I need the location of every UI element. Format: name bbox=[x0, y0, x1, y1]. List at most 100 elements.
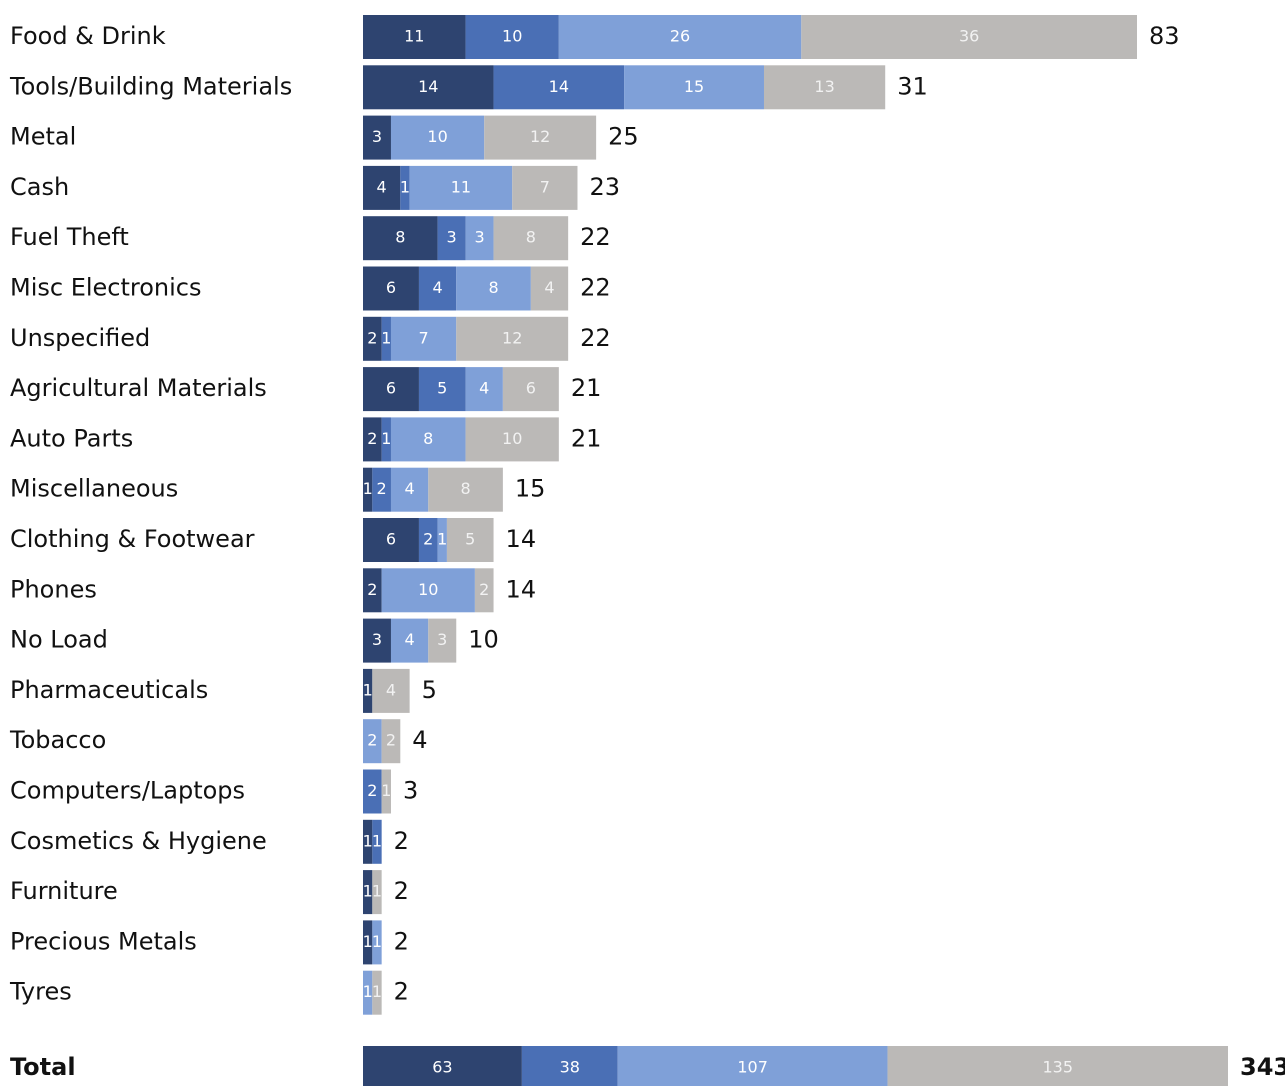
segment-label: 10 bbox=[427, 127, 447, 146]
bar-segment bbox=[428, 467, 503, 512]
segment-label: 15 bbox=[684, 77, 704, 96]
segment-label: 7 bbox=[540, 177, 550, 196]
bar-segment bbox=[363, 719, 382, 764]
segment-label: 4 bbox=[544, 278, 554, 297]
segment-label: 1 bbox=[372, 982, 382, 1001]
segment-label: 1 bbox=[372, 882, 382, 901]
segment-label: 1 bbox=[381, 328, 391, 347]
total-value: 2 bbox=[394, 927, 409, 955]
segment-label: 1 bbox=[372, 932, 382, 951]
bar-segment bbox=[887, 1046, 1228, 1086]
category-label: Agricultural Materials bbox=[10, 374, 267, 402]
bar-segment bbox=[381, 568, 475, 613]
segment-label: 3 bbox=[437, 630, 447, 649]
category-label: Misc Electronics bbox=[10, 274, 202, 302]
segment-label: 5 bbox=[465, 530, 475, 549]
bar-segment bbox=[363, 316, 382, 361]
segment-label: 6 bbox=[386, 530, 396, 549]
total-value: 10 bbox=[468, 626, 499, 654]
bar-segment bbox=[372, 819, 382, 864]
total-value: 4 bbox=[412, 726, 427, 754]
bar-segment bbox=[363, 970, 373, 1015]
bar-segment bbox=[474, 568, 494, 613]
category-label: Clothing & Footwear bbox=[10, 525, 255, 553]
total-value: 21 bbox=[571, 374, 602, 402]
bar-segment bbox=[456, 316, 569, 361]
total-label: Total bbox=[10, 1053, 76, 1081]
bar-segment bbox=[456, 266, 531, 311]
bar-segment bbox=[617, 1046, 888, 1086]
segment-label: 135 bbox=[1043, 1058, 1074, 1077]
total-value: 23 bbox=[589, 173, 620, 201]
bar-segment bbox=[363, 216, 438, 261]
segment-label: 5 bbox=[437, 379, 447, 398]
segment-label: 6 bbox=[386, 379, 396, 398]
bar-segment bbox=[372, 467, 391, 512]
segment-label: 2 bbox=[367, 580, 377, 599]
segment-label: 4 bbox=[479, 379, 489, 398]
segment-label: 1 bbox=[363, 982, 373, 1001]
bar-segment bbox=[372, 870, 382, 915]
total-value: 2 bbox=[394, 978, 409, 1006]
category-label: Miscellaneous bbox=[10, 475, 178, 503]
segment-label: 8 bbox=[488, 278, 498, 297]
category-label: No Load bbox=[10, 626, 108, 654]
bar-segment bbox=[363, 417, 382, 462]
total-value: 343 bbox=[1240, 1053, 1285, 1081]
total-value: 2 bbox=[394, 877, 409, 905]
segment-label: 1 bbox=[363, 479, 373, 498]
segment-label: 12 bbox=[502, 328, 522, 347]
total-value: 14 bbox=[506, 525, 537, 553]
segment-label: 8 bbox=[423, 429, 433, 448]
segment-label: 1 bbox=[437, 530, 447, 549]
category-label: Computers/Laptops bbox=[10, 777, 245, 805]
category-label: Tobacco bbox=[9, 726, 106, 754]
bar-segment bbox=[465, 15, 559, 59]
bar-segment bbox=[400, 165, 410, 210]
segment-label: 2 bbox=[367, 731, 377, 750]
segment-label: 2 bbox=[367, 429, 377, 448]
bar-segment bbox=[521, 1046, 618, 1086]
bar-segment bbox=[437, 518, 447, 562]
total-value: 14 bbox=[506, 575, 537, 603]
bar-segment bbox=[363, 769, 382, 814]
bar-segment bbox=[363, 115, 391, 160]
bar-segment bbox=[363, 367, 419, 412]
bar-segment bbox=[363, 165, 401, 210]
segment-label: 10 bbox=[418, 580, 438, 599]
bar-segment bbox=[363, 65, 494, 110]
bar-segment bbox=[465, 417, 559, 462]
category-label: Cash bbox=[10, 173, 69, 201]
bar-segment bbox=[763, 65, 886, 110]
total-value: 31 bbox=[897, 72, 928, 100]
bar-segment bbox=[446, 518, 494, 562]
segment-label: 2 bbox=[423, 530, 433, 549]
segment-label: 11 bbox=[451, 177, 471, 196]
segment-label: 4 bbox=[405, 479, 415, 498]
bar-segment bbox=[437, 216, 466, 261]
segment-label: 2 bbox=[367, 781, 377, 800]
category-label: Tyres bbox=[9, 978, 72, 1006]
bar-segment bbox=[801, 15, 1137, 59]
segment-label: 10 bbox=[502, 429, 522, 448]
bar-segment bbox=[363, 266, 419, 311]
total-value: 83 bbox=[1149, 22, 1180, 50]
bar-segment bbox=[363, 518, 419, 562]
segment-label: 14 bbox=[418, 77, 438, 96]
total-value: 2 bbox=[394, 827, 409, 855]
segment-label: 7 bbox=[419, 328, 429, 347]
segment-label: 3 bbox=[372, 630, 382, 649]
segment-label: 38 bbox=[560, 1058, 580, 1077]
category-label: Cosmetics & Hygiene bbox=[10, 827, 267, 855]
bar-segment bbox=[484, 115, 597, 160]
segment-label: 2 bbox=[479, 580, 489, 599]
bar-segment bbox=[390, 417, 466, 462]
segment-label: 2 bbox=[386, 731, 396, 750]
segment-label: 1 bbox=[363, 882, 373, 901]
segment-label: 14 bbox=[549, 77, 569, 96]
segment-label: 12 bbox=[530, 127, 550, 146]
bar-segment bbox=[363, 568, 382, 613]
category-label: Precious Metals bbox=[10, 927, 197, 955]
segment-label: 1 bbox=[381, 429, 391, 448]
